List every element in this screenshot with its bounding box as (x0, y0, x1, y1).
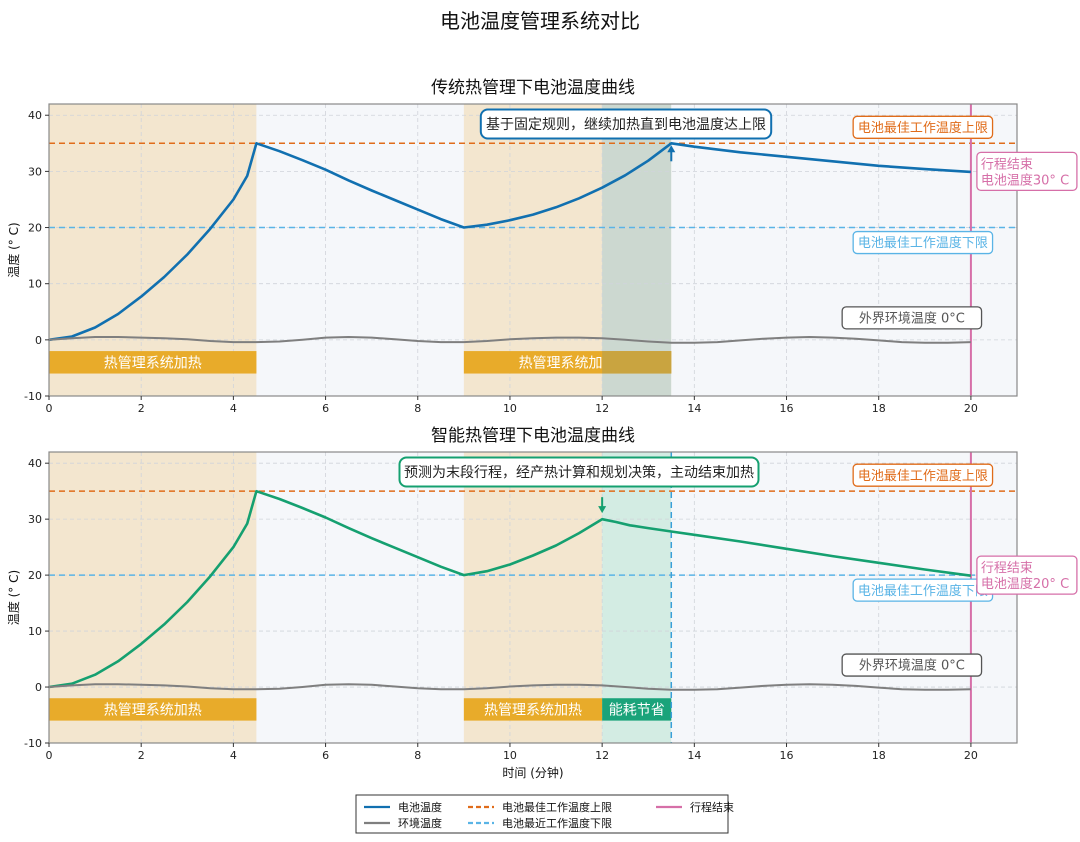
trip-end-box (976, 555, 1078, 595)
x-tick-label: 10 (503, 749, 517, 762)
x-tick-label: 6 (322, 749, 329, 762)
x-tick-label: 8 (414, 749, 421, 762)
y-tick-label: 0 (35, 681, 42, 694)
x-tick-label: 2 (138, 749, 145, 762)
legend-label: 行程结束 (690, 801, 734, 814)
series-line (48, 489, 972, 689)
x-tick-label: 2 (138, 402, 145, 415)
heating-band (463, 698, 603, 721)
legend-label: 电池温度 (398, 800, 442, 814)
shaded-region (463, 452, 603, 743)
ambient-temp-label: 外界环境温度 0°C (859, 658, 965, 674)
shaded-region (256, 104, 464, 396)
y-tick-label: 30 (28, 513, 42, 526)
heating-band (49, 351, 257, 374)
y-tick-label: 40 (28, 109, 42, 122)
lower-limit-label-box (852, 230, 994, 255)
chart-panel-2: 热管理系统加热 热管理系统加热 能耗节省 0 2 4 6 8 10 12 14 16 18 20 -10 0 1… (6, 426, 1078, 780)
upper-limit-label-box (852, 463, 994, 487)
lower-limit-label: 电池最佳工作温度下限 (858, 583, 988, 599)
band-label: 热管理系统加热 (484, 702, 582, 718)
ambient-temp-label-box (841, 653, 983, 677)
callout-text: 预测为末段行程，经产热计算和规划决策，主动结束加热 (404, 464, 754, 481)
y-tick-label: 10 (28, 625, 42, 638)
x-tick-label: 16 (780, 402, 794, 415)
callout-box (479, 108, 773, 140)
figure-title: 电池温度管理系统对比 (440, 9, 640, 33)
legend-label: 电池最近工作温度下限 (502, 816, 612, 830)
callout-text: 基于固定规则，继续加热直到电池温度达上限 (486, 116, 766, 133)
y-axis-label: 温度 (° C) (6, 222, 21, 277)
x-tick-label: 18 (872, 749, 886, 762)
y-tick-label: 20 (28, 569, 42, 582)
shaded-region (49, 452, 257, 743)
series-line (48, 683, 971, 691)
legend-label: 环境温度 (398, 816, 442, 830)
trip-end-label: 行程结束 (981, 561, 1033, 576)
axes-frame (48, 103, 1018, 397)
y-tick-label: 0 (35, 334, 42, 347)
x-tick-label: 14 (687, 749, 701, 762)
y-tick-label: 30 (28, 165, 42, 178)
band-label: 热管理系统加热 (104, 355, 202, 371)
upper-limit-label-box (852, 115, 994, 139)
band-label: 热管理系统加热 (519, 355, 617, 371)
x-tick-label: 16 (780, 749, 794, 762)
band-label: 热管理系统加热 (104, 702, 202, 718)
legend-box (355, 794, 729, 834)
x-tick-label: 4 (230, 402, 237, 415)
trip-end-temp-label: 电池温度30° C (981, 172, 1069, 188)
panel-title: 智能热管理下电池温度曲线 (431, 426, 635, 446)
x-tick-label: 12 (595, 749, 609, 762)
y-axis-label: 温度 (° C) (6, 570, 21, 625)
x-tick-label: 12 (595, 402, 609, 415)
heating-band (602, 698, 672, 721)
y-tick-label: 10 (28, 278, 42, 291)
x-axis-label: 时间 (分钟) (502, 765, 563, 780)
chart-panel-1: 热管理系统加热 热管理系统加热 0 2 4 6 8 10 12 14 16 18 20 -10 0 10 20 3… (6, 78, 1078, 415)
upper-limit-label: 电池最佳工作温度上限 (858, 468, 988, 484)
heating-band (602, 351, 672, 374)
x-tick-label: 14 (687, 402, 701, 415)
shaded-region (49, 104, 257, 396)
y-tick-label: 20 (28, 222, 42, 235)
series-line (48, 142, 971, 342)
y-tick-label: -10 (24, 390, 42, 403)
y-tick-label: 40 (28, 457, 42, 470)
callout-box (398, 456, 760, 488)
trip-end-box (976, 151, 1078, 192)
ambient-temp-label-box (841, 306, 983, 330)
series-line (48, 336, 971, 344)
axes-frame (48, 451, 1018, 744)
shaded-region (602, 452, 672, 743)
trip-end-label: 行程结束 (981, 157, 1033, 172)
x-tick-label: 0 (46, 749, 53, 762)
x-tick-label: 20 (964, 402, 978, 415)
arrow-head (598, 506, 607, 514)
upper-limit-label: 电池最佳工作温度上限 (858, 120, 988, 136)
arrow-head (667, 145, 676, 153)
panel-title: 传统热管理下电池温度曲线 (431, 78, 635, 98)
x-tick-label: 0 (46, 402, 53, 415)
trip-end-temp-label: 电池温度20° C (981, 576, 1069, 592)
heating-band (49, 698, 257, 721)
legend-label: 电池最佳工作温度上限 (502, 800, 612, 814)
x-tick-label: 8 (414, 402, 421, 415)
x-tick-label: 18 (872, 402, 886, 415)
band-label: 能耗节省 (609, 702, 665, 718)
ambient-temp-label: 外界环境温度 0°C (859, 311, 965, 327)
x-tick-label: 6 (322, 402, 329, 415)
y-tick-label: -10 (24, 737, 42, 750)
x-tick-label: 4 (230, 749, 237, 762)
lower-limit-label: 电池最佳工作温度下限 (858, 235, 988, 251)
shaded-region (256, 452, 464, 743)
x-tick-label: 10 (503, 402, 517, 415)
x-tick-label: 20 (964, 749, 978, 762)
